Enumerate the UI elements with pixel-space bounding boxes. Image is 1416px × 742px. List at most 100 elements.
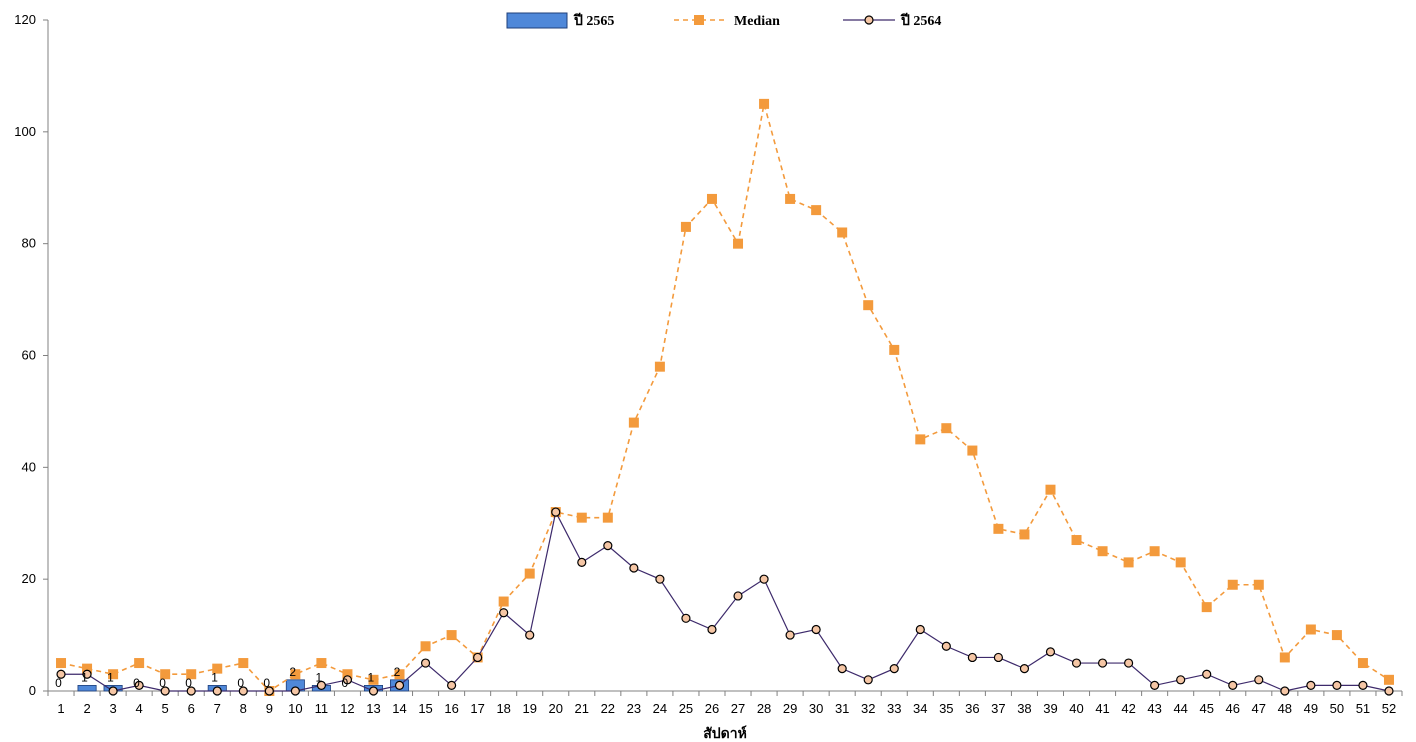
bar-data-label: 0 — [263, 676, 270, 690]
x-tick-label: 4 — [136, 701, 143, 716]
x-tick-label: 27 — [731, 701, 745, 716]
y-tick-label: 40 — [22, 459, 36, 474]
median-point — [967, 445, 978, 456]
bar-data-label: 2 — [289, 665, 296, 679]
median-point — [863, 300, 874, 311]
series-2564-point — [577, 557, 587, 567]
series-2564-point — [603, 541, 613, 551]
series-2564-point — [1202, 669, 1212, 679]
series-2564-point — [811, 624, 821, 635]
legend: ปี 2565 Median ปี 2564 — [506, 12, 941, 29]
series-2564 — [56, 507, 1394, 696]
y-tick-label: 60 — [22, 348, 36, 363]
x-tick-label: 45 — [1199, 701, 1213, 716]
x-tick-label: 42 — [1121, 701, 1135, 716]
series-2564-point — [212, 686, 222, 696]
median-point — [1097, 546, 1108, 557]
x-tick-label: 14 — [392, 701, 406, 716]
median-point — [837, 227, 848, 238]
series-2564-point — [160, 686, 170, 696]
series-2564-point — [316, 680, 327, 691]
x-tick-label: 24 — [653, 701, 667, 716]
median-point — [186, 669, 197, 680]
series-2564-point — [56, 669, 66, 679]
series-2564-point — [551, 507, 561, 517]
median-point — [394, 669, 405, 680]
x-tick-label: 21 — [575, 701, 589, 716]
x-tick-label: 8 — [240, 701, 247, 716]
median-point — [1305, 624, 1316, 635]
bar-data-label: 0 — [159, 676, 166, 690]
series-2564-point — [1280, 686, 1290, 696]
median-point — [238, 658, 249, 669]
series-2564-point — [1254, 675, 1264, 685]
median-point — [602, 512, 613, 523]
median-point — [759, 98, 770, 109]
x-tick-label: 32 — [861, 701, 875, 716]
median-point — [212, 663, 223, 674]
series-2564-point — [1150, 680, 1160, 691]
series-2564-point — [394, 680, 405, 691]
series-2564-point — [1176, 675, 1186, 685]
x-tick-label: 5 — [162, 701, 169, 716]
x-tick-label: 39 — [1043, 701, 1057, 716]
median-point — [108, 669, 119, 680]
series-2564-point — [368, 686, 379, 696]
median-point — [889, 344, 900, 355]
median-point — [342, 669, 353, 680]
x-tick-label: 48 — [1278, 701, 1292, 716]
legend-label-median: Median — [734, 14, 780, 29]
median-point — [1175, 557, 1186, 568]
x-tick-label: 35 — [939, 701, 953, 716]
median-point — [1045, 484, 1056, 495]
bar-data-label: 2 — [394, 665, 401, 679]
x-tick-label: 9 — [266, 701, 273, 716]
median-point — [82, 663, 93, 674]
x-tick-label: 7 — [214, 701, 221, 716]
series-2564-point — [1358, 680, 1368, 691]
series-2564-point — [473, 652, 483, 663]
series-2564-point — [915, 624, 925, 635]
bar-data-label: 1 — [81, 670, 88, 684]
median-line — [60, 103, 1390, 693]
median-point — [56, 658, 67, 669]
y-tick-label: 100 — [14, 124, 36, 139]
x-tick-label: 37 — [991, 701, 1005, 716]
series-2564-point — [342, 675, 353, 685]
x-tick-label: 25 — [679, 701, 693, 716]
median-point — [733, 238, 744, 249]
series-2564-point — [889, 664, 899, 674]
series-2564-point — [134, 680, 144, 691]
x-tick-label: 30 — [809, 701, 823, 716]
series-2564-point — [446, 680, 457, 691]
series-2564-point — [1045, 647, 1056, 657]
x-tick-label: 36 — [965, 701, 979, 716]
x-tick-label: 1 — [57, 701, 64, 716]
series-2564-point — [941, 641, 951, 651]
x-tick-label: 2 — [83, 701, 90, 716]
x-tick-label: 43 — [1147, 701, 1161, 716]
median-point — [941, 423, 952, 434]
series-2564-point — [1384, 686, 1394, 696]
x-tick-label: 16 — [444, 701, 458, 716]
x-tick-label: 50 — [1330, 701, 1344, 716]
median-point — [1149, 546, 1160, 557]
series-2564-point — [1071, 658, 1082, 668]
median-point — [368, 674, 379, 685]
median-point — [446, 630, 457, 641]
series-2564-point — [420, 658, 431, 668]
series-2564-point — [186, 686, 196, 696]
median-series — [56, 98, 1394, 696]
series-2564-point — [707, 624, 717, 635]
bar-data-label: 0 — [55, 676, 62, 690]
x-tick-label: 19 — [522, 701, 536, 716]
x-tick-label: 46 — [1226, 701, 1240, 716]
legend-label-2565: ปี 2565 — [573, 13, 615, 29]
x-tick-label: 26 — [705, 701, 719, 716]
y-tick-label: 120 — [14, 12, 36, 27]
series-2564-point — [82, 669, 92, 679]
series-2564-point — [525, 630, 535, 640]
series-2564-point — [499, 608, 509, 618]
x-tick-label: 18 — [496, 701, 510, 716]
